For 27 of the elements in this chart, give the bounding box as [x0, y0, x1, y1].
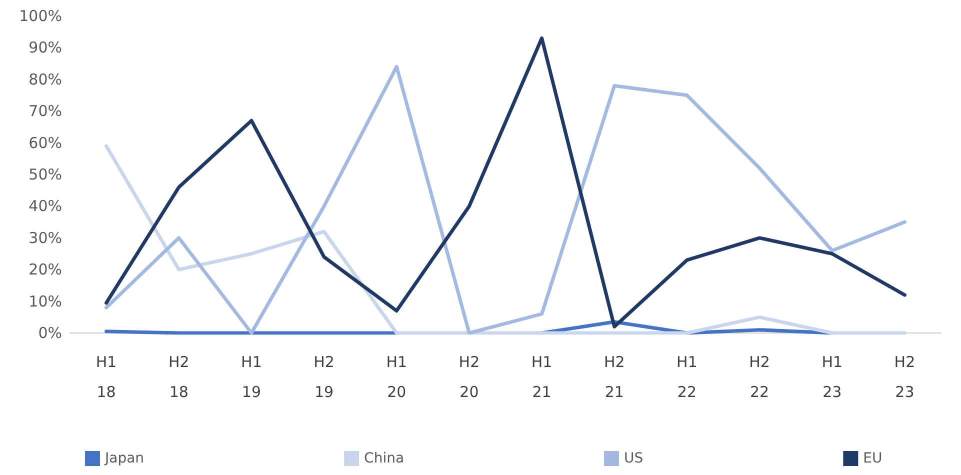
y-tick-label: 70% — [28, 102, 62, 120]
y-tick-label: 10% — [28, 292, 62, 310]
legend-label: Japan — [104, 450, 144, 466]
y-tick-label: 60% — [28, 134, 62, 152]
x-tick-label: H1 20 — [386, 353, 408, 401]
x-tick-label: H2 18 — [168, 353, 190, 401]
x-tick-label: H1 22 — [676, 353, 698, 401]
x-tick-label: H1 21 — [531, 353, 552, 401]
y-tick-label: 20% — [28, 260, 62, 279]
y-tick-label: 100% — [19, 7, 62, 25]
legend-label: US — [624, 450, 644, 466]
y-tick-label: 80% — [28, 70, 62, 88]
y-tick-label: 0% — [38, 324, 62, 342]
x-tick-label: H2 19 — [314, 353, 334, 401]
x-tick-label: H2 23 — [894, 353, 916, 401]
x-tick-label: H1 18 — [96, 353, 117, 401]
legend-label: EU — [863, 450, 882, 466]
x-tick-label: H2 21 — [604, 353, 625, 401]
y-tick-label: 50% — [28, 166, 62, 184]
y-tick-label: 40% — [28, 197, 62, 216]
y-tick-label: 90% — [28, 38, 62, 57]
x-tick-label: H1 23 — [822, 353, 843, 401]
x-tick-label: H2 22 — [749, 353, 770, 401]
legend-label: China — [364, 450, 404, 466]
x-tick-label: H1 19 — [241, 353, 262, 401]
y-tick-label: 30% — [28, 228, 62, 247]
x-tick-label: H2 20 — [458, 353, 480, 401]
